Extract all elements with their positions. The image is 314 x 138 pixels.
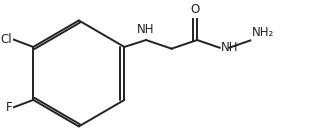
Text: F: F [6, 101, 12, 114]
Text: NH: NH [221, 41, 239, 54]
Text: Cl: Cl [1, 33, 12, 46]
Text: O: O [191, 3, 200, 16]
Text: NH₂: NH₂ [252, 26, 274, 39]
Text: NH: NH [137, 23, 155, 36]
